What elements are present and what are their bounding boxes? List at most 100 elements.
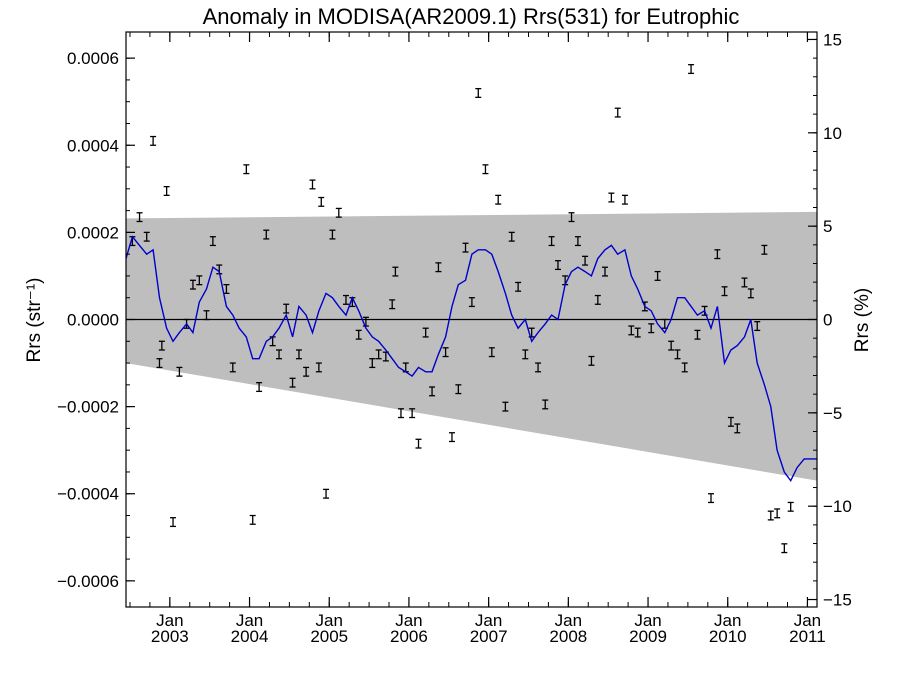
y-tick-label-right: 0: [823, 311, 832, 330]
data-point: [229, 362, 236, 373]
data-point: [392, 266, 399, 277]
data-point: [335, 207, 342, 218]
data-point: [468, 297, 475, 308]
data-point: [594, 294, 601, 305]
x-tick-label-month: Jan: [316, 611, 343, 630]
data-point: [249, 514, 256, 525]
data-point: [397, 408, 404, 419]
y-tick-label-left: −0.0002: [57, 398, 119, 417]
data-point: [435, 262, 442, 273]
y-tick-label-right: 10: [823, 124, 842, 143]
y-tick-label-right: 5: [823, 217, 832, 236]
data-point: [323, 488, 330, 499]
x-tick-label-year: 2010: [709, 627, 747, 646]
data-point: [495, 194, 502, 205]
data-point: [614, 107, 621, 118]
data-point: [535, 362, 542, 373]
data-point: [601, 266, 608, 277]
x-tick-label-month: Jan: [555, 611, 582, 630]
data-point: [528, 327, 535, 338]
y-tick-label-left: 0.0002: [67, 223, 119, 242]
data-point: [668, 340, 675, 351]
data-point: [522, 349, 529, 360]
data-point: [582, 255, 589, 266]
y-tick-label-left: −0.0006: [57, 572, 119, 591]
data-point: [342, 294, 349, 305]
data-point: [263, 229, 270, 240]
x-tick-label-month: Jan: [794, 611, 821, 630]
data-point: [714, 249, 721, 260]
data-point: [608, 192, 615, 203]
data-point: [303, 366, 310, 377]
data-point: [508, 231, 515, 242]
data-point: [243, 164, 250, 175]
data-point: [568, 212, 575, 223]
x-tick-label-year: 2005: [310, 627, 348, 646]
data-point: [688, 64, 695, 75]
data-point: [150, 135, 157, 146]
data-point: [774, 508, 781, 519]
data-point: [648, 323, 655, 334]
data-point: [329, 229, 336, 240]
data-point: [362, 316, 369, 327]
data-point: [634, 327, 641, 338]
data-point: [389, 299, 396, 310]
data-point: [276, 349, 283, 360]
y-tick-label-right: −15: [823, 591, 852, 610]
x-tick-label-month: Jan: [156, 611, 183, 630]
data-point: [747, 288, 754, 299]
data-point: [163, 185, 170, 197]
data-point: [734, 423, 741, 434]
x-tick-label-year: 2006: [390, 627, 428, 646]
y-axis-label-left: Rrs (str⁻¹): [24, 278, 45, 363]
data-point: [409, 408, 416, 419]
data-point: [488, 347, 495, 358]
data-point: [721, 286, 728, 297]
data-point: [429, 386, 436, 397]
data-point: [761, 244, 768, 255]
data-point: [787, 501, 794, 512]
data-point: [158, 340, 165, 351]
data-point: [355, 329, 362, 340]
y-tick-label-right: −5: [823, 404, 842, 423]
data-point: [375, 349, 382, 360]
data-point: [309, 179, 316, 190]
data-point: [295, 349, 302, 360]
data-point: [143, 231, 150, 242]
data-point: [654, 270, 661, 281]
x-tick-label-year: 2009: [629, 627, 667, 646]
x-tick-label-month: Jan: [395, 611, 422, 630]
data-point: [621, 194, 628, 205]
chart-title: Anomaly in MODISA(AR2009.1) Rrs(531) for…: [203, 4, 740, 29]
data-point: [502, 401, 509, 412]
data-point: [422, 327, 429, 338]
x-tick-label-year: 2008: [549, 627, 587, 646]
data-point: [767, 510, 774, 521]
y-tick-label-left: −0.0004: [57, 485, 119, 504]
data-point: [203, 310, 210, 321]
x-tick-label-month: Jan: [236, 611, 263, 630]
data-point: [694, 329, 701, 340]
x-tick-label-year: 2003: [151, 627, 189, 646]
data-point: [209, 236, 216, 247]
data-point: [574, 236, 581, 247]
y-tick-label-right: 15: [823, 30, 842, 49]
data-point: [369, 358, 376, 369]
data-point: [554, 260, 561, 271]
y-tick-label-left: 0.0000: [67, 311, 119, 330]
data-point: [136, 212, 143, 223]
data-point: [289, 377, 296, 388]
data-point: [442, 347, 449, 358]
data-point: [223, 284, 230, 295]
axes: 0.0006 0.0004 0.0002 0.0000 −0.0002 −0.0004 −0…: [57, 30, 852, 646]
data-point: [681, 362, 688, 373]
data-point: [674, 349, 681, 360]
y-tick-label-left: 0.0004: [67, 136, 119, 155]
data-point: [170, 517, 177, 528]
data-point: [515, 281, 522, 292]
data-point: [448, 432, 455, 443]
data-point: [156, 358, 163, 369]
x-tick-label-year: 2004: [231, 627, 269, 646]
data-point: [462, 242, 469, 253]
